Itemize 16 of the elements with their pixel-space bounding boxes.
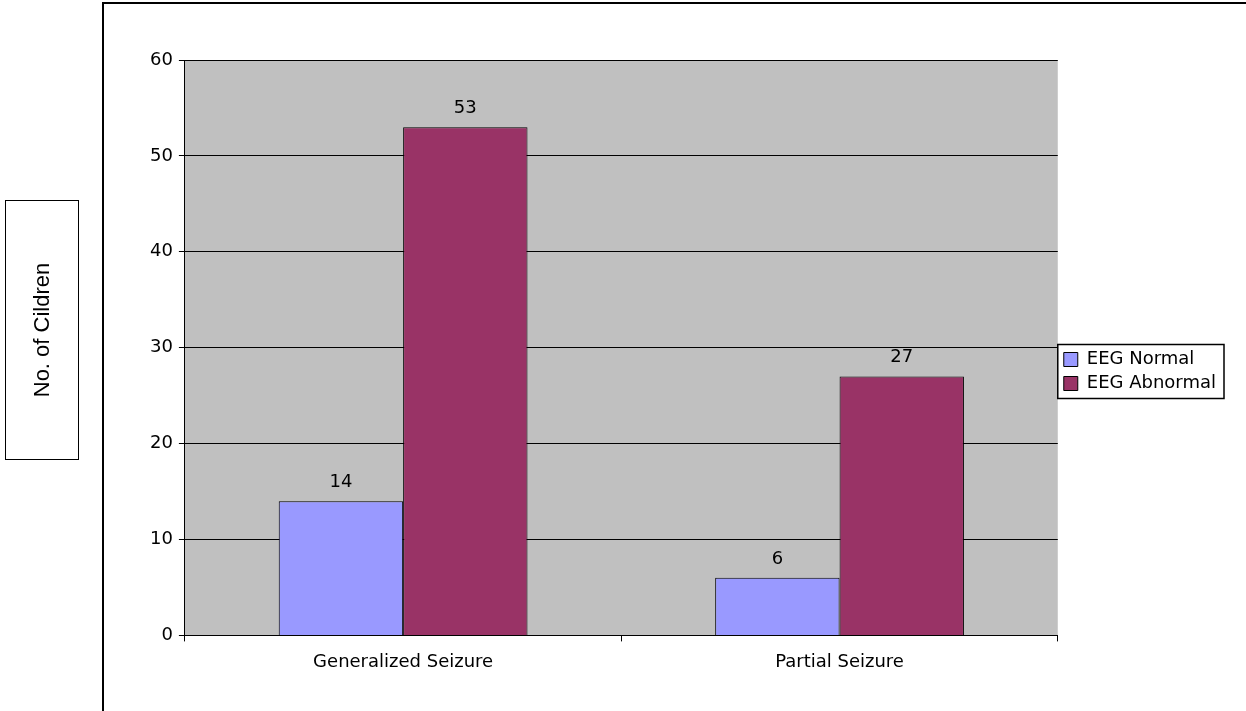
x-tick-label: Partial Seizure	[775, 649, 904, 671]
y-axis-title: No. of Cildren	[29, 262, 55, 398]
y-tick-label: 20	[150, 431, 173, 453]
legend-label: EEG Abnormal	[1086, 371, 1217, 393]
x-tick-label: Generalized Seizure	[313, 649, 494, 671]
data-label: 6	[771, 546, 784, 568]
legend-label: EEG Normal	[1086, 347, 1195, 369]
y-tick-label: 10	[150, 527, 173, 549]
data-label: 27	[890, 345, 914, 367]
data-label: 14	[329, 469, 353, 491]
y-tick-label: 60	[150, 47, 173, 69]
data-label: 53	[453, 95, 477, 117]
y-tick-label: 30	[150, 335, 173, 357]
y-tick-label: 0	[161, 623, 173, 645]
y-tick-label: 40	[150, 239, 173, 261]
y-tick-label: 50	[150, 143, 173, 165]
